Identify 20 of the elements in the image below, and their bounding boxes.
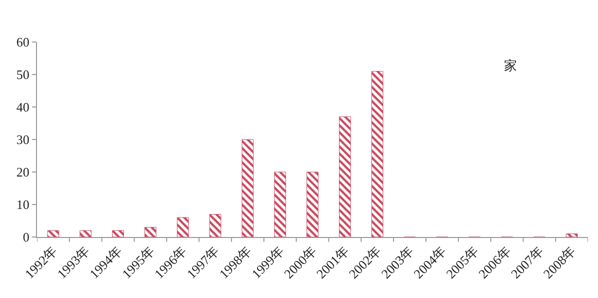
- bar: [176, 217, 189, 237]
- y-tick-label: 30: [16, 132, 30, 148]
- bar: [209, 214, 222, 237]
- bar: [566, 234, 578, 237]
- y-tick-label: 50: [16, 67, 30, 82]
- bar: [274, 172, 286, 237]
- bar: [306, 172, 318, 237]
- y-tick-label: 20: [16, 164, 30, 180]
- y-tick-label: 40: [16, 100, 30, 115]
- bar: [80, 230, 92, 237]
- bar: [112, 230, 124, 237]
- y-tick-label: 60: [16, 34, 30, 50]
- bar: [338, 116, 351, 237]
- y-tick-label: 10: [16, 197, 30, 212]
- bar: [242, 139, 254, 237]
- y-tick-label: 0: [22, 230, 30, 245]
- bar: [47, 230, 60, 237]
- annotation: 家: [504, 58, 517, 73]
- bar: [144, 227, 156, 237]
- bar: [371, 71, 384, 237]
